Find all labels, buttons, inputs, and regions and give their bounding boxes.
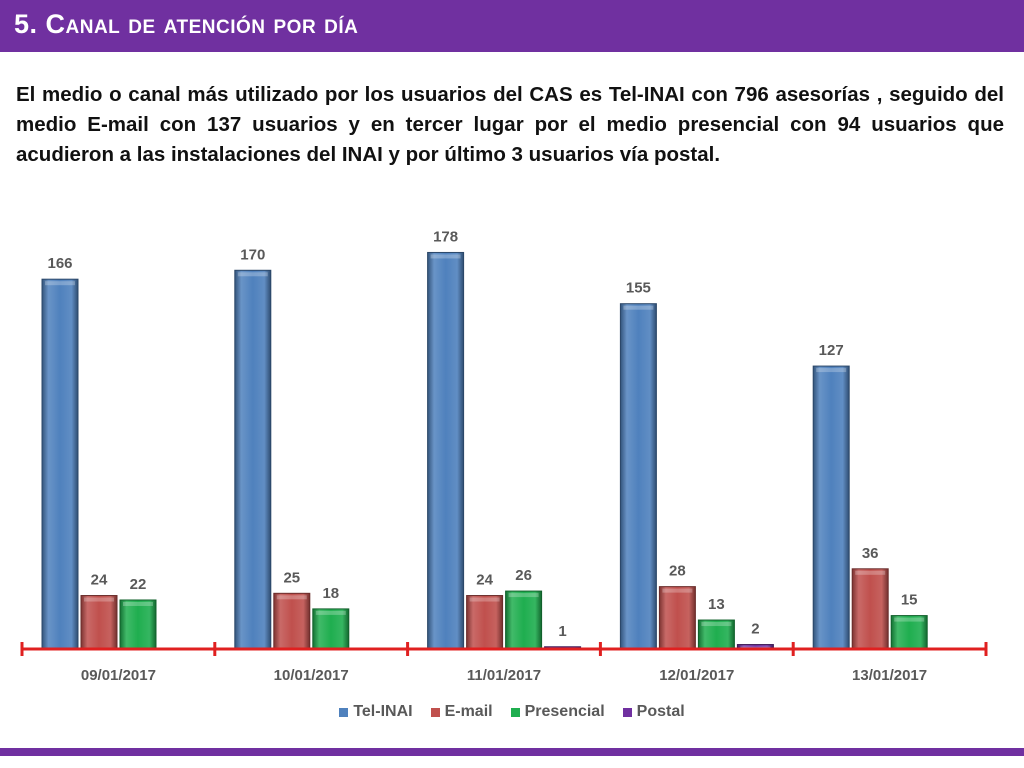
bar-e-mail-3 (466, 595, 504, 650)
bar-highlight (45, 281, 75, 286)
title-bar: 5. Canal de atención por día (0, 0, 1024, 52)
bar-highlight (894, 617, 925, 622)
x-tick-label: 13/01/2017 (852, 667, 927, 684)
x-tick-label: 11/01/2017 (467, 667, 541, 684)
legend-item-presencial: Presencial (510, 703, 605, 721)
data-label: 22 (130, 576, 147, 593)
x-tick-label: 10/01/2017 (274, 667, 349, 684)
data-label: 13 (708, 596, 725, 613)
legend-label: E-mail (444, 703, 493, 720)
bar-highlight (662, 588, 693, 593)
bar-tel-inai-3 (427, 251, 465, 650)
data-label: 127 (819, 342, 844, 359)
bottom-bar (0, 748, 1024, 756)
data-label: 15 (901, 592, 918, 609)
bar-tel-inai-5 (812, 365, 850, 650)
bar-presencial-4 (697, 619, 735, 650)
bar-tel-inai-1 (41, 278, 79, 650)
data-label: 155 (626, 280, 651, 297)
bar-presencial-2 (312, 608, 350, 650)
bar-highlight (84, 597, 114, 602)
bar-highlight (315, 610, 346, 615)
bar-highlight (123, 601, 153, 606)
bar-e-mail-2 (273, 592, 311, 650)
bar-highlight (469, 597, 500, 602)
legend-item-tel-inai: Tel-INAI (339, 703, 413, 721)
bar-e-mail-1 (80, 595, 118, 650)
intro-paragraph: El medio o canal más utilizado por los u… (16, 83, 1004, 166)
legend-label: Postal (636, 703, 685, 720)
legend-label: Tel-INAI (353, 703, 413, 720)
legend-swatch (430, 707, 440, 717)
bar-chart: 09/01/2017 10/01/2017 11/01/2017 12/01/2017… (20, 228, 988, 684)
legend-swatch (510, 707, 520, 717)
bar-tel-inai-2 (234, 269, 272, 650)
x-axis: 09/01/2017 10/01/2017 11/01/2017 12/01/2017… (20, 642, 988, 684)
data-label: 28 (669, 563, 686, 580)
data-label: 36 (862, 545, 879, 562)
data-label: 26 (515, 567, 532, 584)
bar-highlight (855, 570, 886, 575)
data-label: 1 (558, 623, 566, 640)
bar-presencial-3 (505, 590, 543, 650)
data-label: 18 (322, 585, 339, 602)
legend-label: Presencial (524, 703, 605, 720)
data-labels: 166 24 22 170 25 18 178 24 26 1 155 28 13 2 127 36 15 (47, 228, 917, 639)
x-tick-label: 09/01/2017 (81, 667, 156, 684)
data-label: 2 (751, 621, 759, 638)
bar-presencial-1 (119, 599, 157, 650)
legend-swatch (622, 707, 632, 717)
legend-item-postal: Postal (622, 703, 685, 721)
data-label: 170 (240, 246, 265, 263)
bars-layer (41, 251, 928, 651)
legend-item-e-mail: E-mail (430, 703, 493, 721)
data-label: 24 (476, 572, 493, 589)
bar-e-mail-4 (658, 586, 696, 650)
bar-presencial-5 (890, 615, 928, 650)
bar-highlight (430, 254, 461, 259)
bar-highlight (701, 622, 732, 627)
legend-swatch (339, 707, 349, 717)
bar-tel-inai-4 (619, 303, 657, 650)
bar-highlight (276, 595, 307, 600)
chart-legend: Tel-INAI E-mail Presencial Postal (0, 703, 1024, 721)
bar-highlight (237, 272, 268, 277)
data-label: 24 (91, 572, 108, 589)
bar-highlight (508, 593, 539, 598)
data-label: 166 (47, 255, 72, 272)
bar-e-mail-5 (851, 568, 889, 650)
data-label: 178 (433, 228, 458, 245)
data-label: 25 (283, 569, 300, 586)
bar-highlight (816, 368, 847, 373)
bar-highlight (623, 305, 654, 310)
x-tick-label: 12/01/2017 (659, 667, 734, 684)
slide-title: 5. Canal de atención por día (14, 9, 359, 39)
